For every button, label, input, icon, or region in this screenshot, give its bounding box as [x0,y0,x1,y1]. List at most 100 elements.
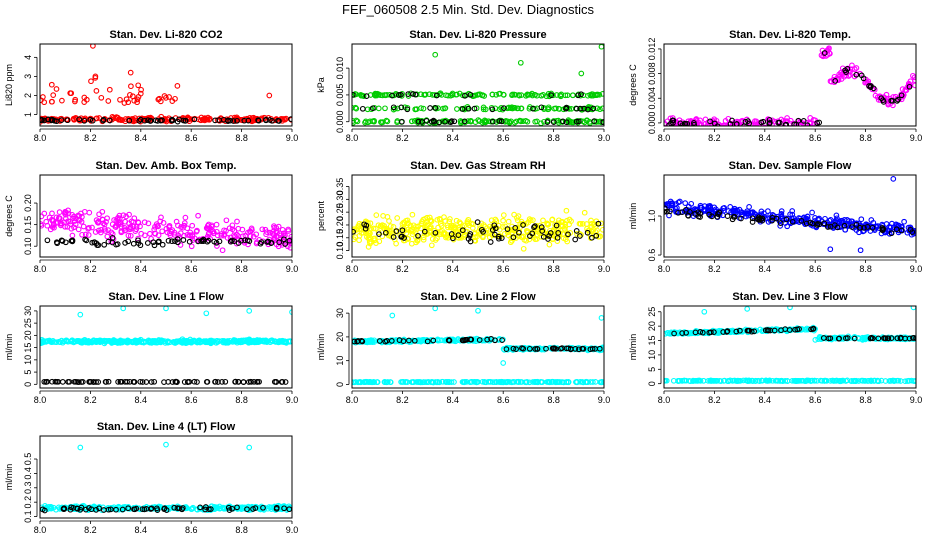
data-point [125,99,132,106]
data-point [276,118,282,124]
data-point [182,214,189,221]
data-point [133,505,140,512]
data-point [796,217,803,224]
data-point [281,338,288,345]
data-point [767,120,773,126]
data-point [195,338,201,345]
data-point [746,204,752,210]
data-point [882,378,889,384]
y-tick-label: 5 [23,370,33,375]
data-point [189,222,196,229]
data-point [58,117,65,123]
data-point [897,335,904,342]
data-point [469,379,475,385]
data-point [65,207,71,214]
data-point [252,505,259,511]
data-point [791,121,798,126]
data-point [531,224,537,231]
data-point [200,236,207,243]
data-point [382,379,388,386]
data-point [54,240,61,247]
data-point [383,379,390,386]
data-point [105,506,112,513]
data-point [514,214,520,221]
data-point [803,220,810,227]
data-point [86,378,93,385]
data-point [514,217,521,224]
data-point [576,346,582,353]
data-point [563,207,570,214]
data-point [412,91,419,98]
data-point [137,90,144,97]
data-point [102,228,109,234]
data-point [868,217,875,223]
data-point [382,105,388,112]
data-point [505,232,512,239]
data-point [163,306,169,312]
data-point [375,105,382,112]
data-point [746,327,753,334]
data-point [907,224,914,231]
x-tick-label: 8.2 [84,264,97,274]
data-point [427,105,433,111]
y-axis-label: degrees C [4,195,14,237]
data-point [509,223,515,230]
data-point [159,228,166,235]
data-point [538,224,545,230]
data-point [68,504,75,511]
data-point [572,236,579,243]
data-point [498,235,505,241]
data-point [483,379,489,386]
data-point [485,379,492,385]
y-tick-label: 3 [23,74,33,79]
data-point [908,231,915,238]
data-point [412,106,419,113]
data-point [498,118,505,125]
data-point [433,92,440,99]
data-point [666,122,672,126]
data-point [409,379,416,386]
data-point [205,237,212,244]
data-point [172,238,178,245]
chart-panel: Stan. Dev. Line 3 Flow 8.0 8.2 8.4 8.6 8.8 9.0… [628,291,922,405]
data-point [214,505,221,511]
data-point [857,222,864,229]
points-group [40,441,292,514]
data-point [247,378,254,385]
y-tick-label: 0.35 [335,178,345,196]
chart-panel: Stan. Dev. Li-820 Temp. 8.0 8.2 8.4 8.6 8.8 9.… [628,29,922,143]
data-point [41,378,48,385]
data-point [742,210,748,217]
data-point [268,240,274,246]
data-point [510,234,517,241]
data-point [282,116,289,123]
data-point [846,72,853,78]
data-point [459,106,466,112]
data-point [397,91,404,98]
data-point [683,329,689,336]
data-point [130,240,137,247]
data-point [743,377,749,384]
data-point [800,118,807,124]
y-tick-label: 10 [23,355,33,365]
data-point [503,346,510,352]
data-point [119,338,126,344]
data-point [358,337,365,344]
data-point [133,337,140,344]
data-point [126,211,132,218]
data-point [375,91,382,98]
data-point [93,88,100,94]
data-point [874,94,881,101]
y-tick-label: 30 [23,306,33,316]
data-point [359,338,366,345]
data-point [218,232,225,239]
data-point [116,506,122,513]
data-point [121,227,128,234]
data-point [389,92,395,99]
data-point [273,504,280,511]
y-tick-label: 4 [23,55,33,60]
data-point [59,97,65,104]
data-point [155,223,161,230]
x-tick-label: 8.4 [759,264,772,274]
data-point [96,211,102,218]
